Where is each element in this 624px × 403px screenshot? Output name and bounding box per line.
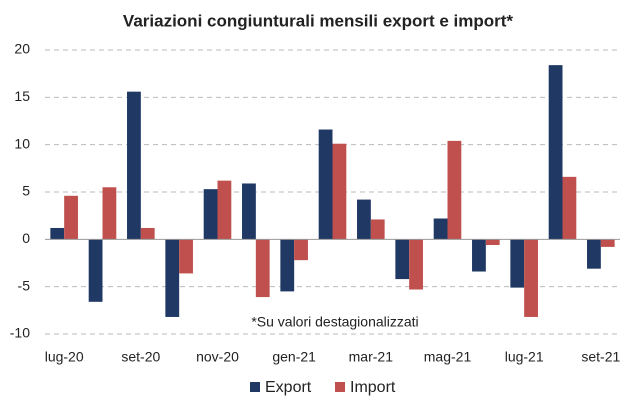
bar <box>242 183 256 240</box>
y-tick-label: -10 <box>10 325 30 341</box>
bar <box>485 239 500 246</box>
bar <box>524 239 538 317</box>
bar <box>217 180 232 240</box>
x-tick-label: set-20 <box>121 349 160 365</box>
bar <box>294 239 308 261</box>
y-tick-label: -5 <box>18 277 31 293</box>
legend-swatch <box>250 382 260 392</box>
legend-swatch <box>335 382 345 392</box>
bar <box>318 129 333 240</box>
x-tick-label: lug-20 <box>45 349 84 365</box>
bar <box>140 227 155 240</box>
bar <box>102 187 117 240</box>
y-tick-label: 5 <box>22 183 30 199</box>
bar <box>548 65 563 240</box>
x-tick-label: mag-21 <box>424 349 472 365</box>
bar <box>280 239 295 292</box>
bar <box>370 219 385 240</box>
bar <box>562 176 577 240</box>
x-tick-label: set-21 <box>581 349 620 365</box>
y-tick-label: 20 <box>14 41 30 57</box>
bar <box>64 195 78 240</box>
x-tick-label: gen-21 <box>272 349 316 365</box>
bar <box>88 239 103 302</box>
chart-title: Variazioni congiunturali mensili export … <box>123 11 514 30</box>
bar <box>472 239 486 272</box>
bar <box>179 239 193 274</box>
x-tick-label: lug-21 <box>505 349 544 365</box>
x-tick-label: nov-20 <box>196 349 239 365</box>
bar <box>203 189 218 240</box>
y-tick-label: 0 <box>22 230 30 246</box>
bar <box>600 239 615 247</box>
bar <box>587 239 601 269</box>
bar <box>510 239 525 288</box>
bar <box>127 91 141 240</box>
bar <box>433 218 448 240</box>
bar <box>395 239 410 280</box>
y-tick-label: 10 <box>14 135 30 151</box>
bar <box>357 199 371 240</box>
bar <box>409 239 423 290</box>
annotation: *Su valori destagionalizzati <box>251 314 418 330</box>
bar <box>255 239 270 298</box>
x-tick-label: mar-21 <box>349 349 394 365</box>
legend-label: Import <box>350 379 396 396</box>
legend-label: Export <box>265 379 312 396</box>
bar <box>332 143 347 240</box>
bar <box>50 227 65 240</box>
bar <box>447 140 462 240</box>
y-tick-label: 15 <box>14 88 30 104</box>
bar <box>165 239 180 317</box>
